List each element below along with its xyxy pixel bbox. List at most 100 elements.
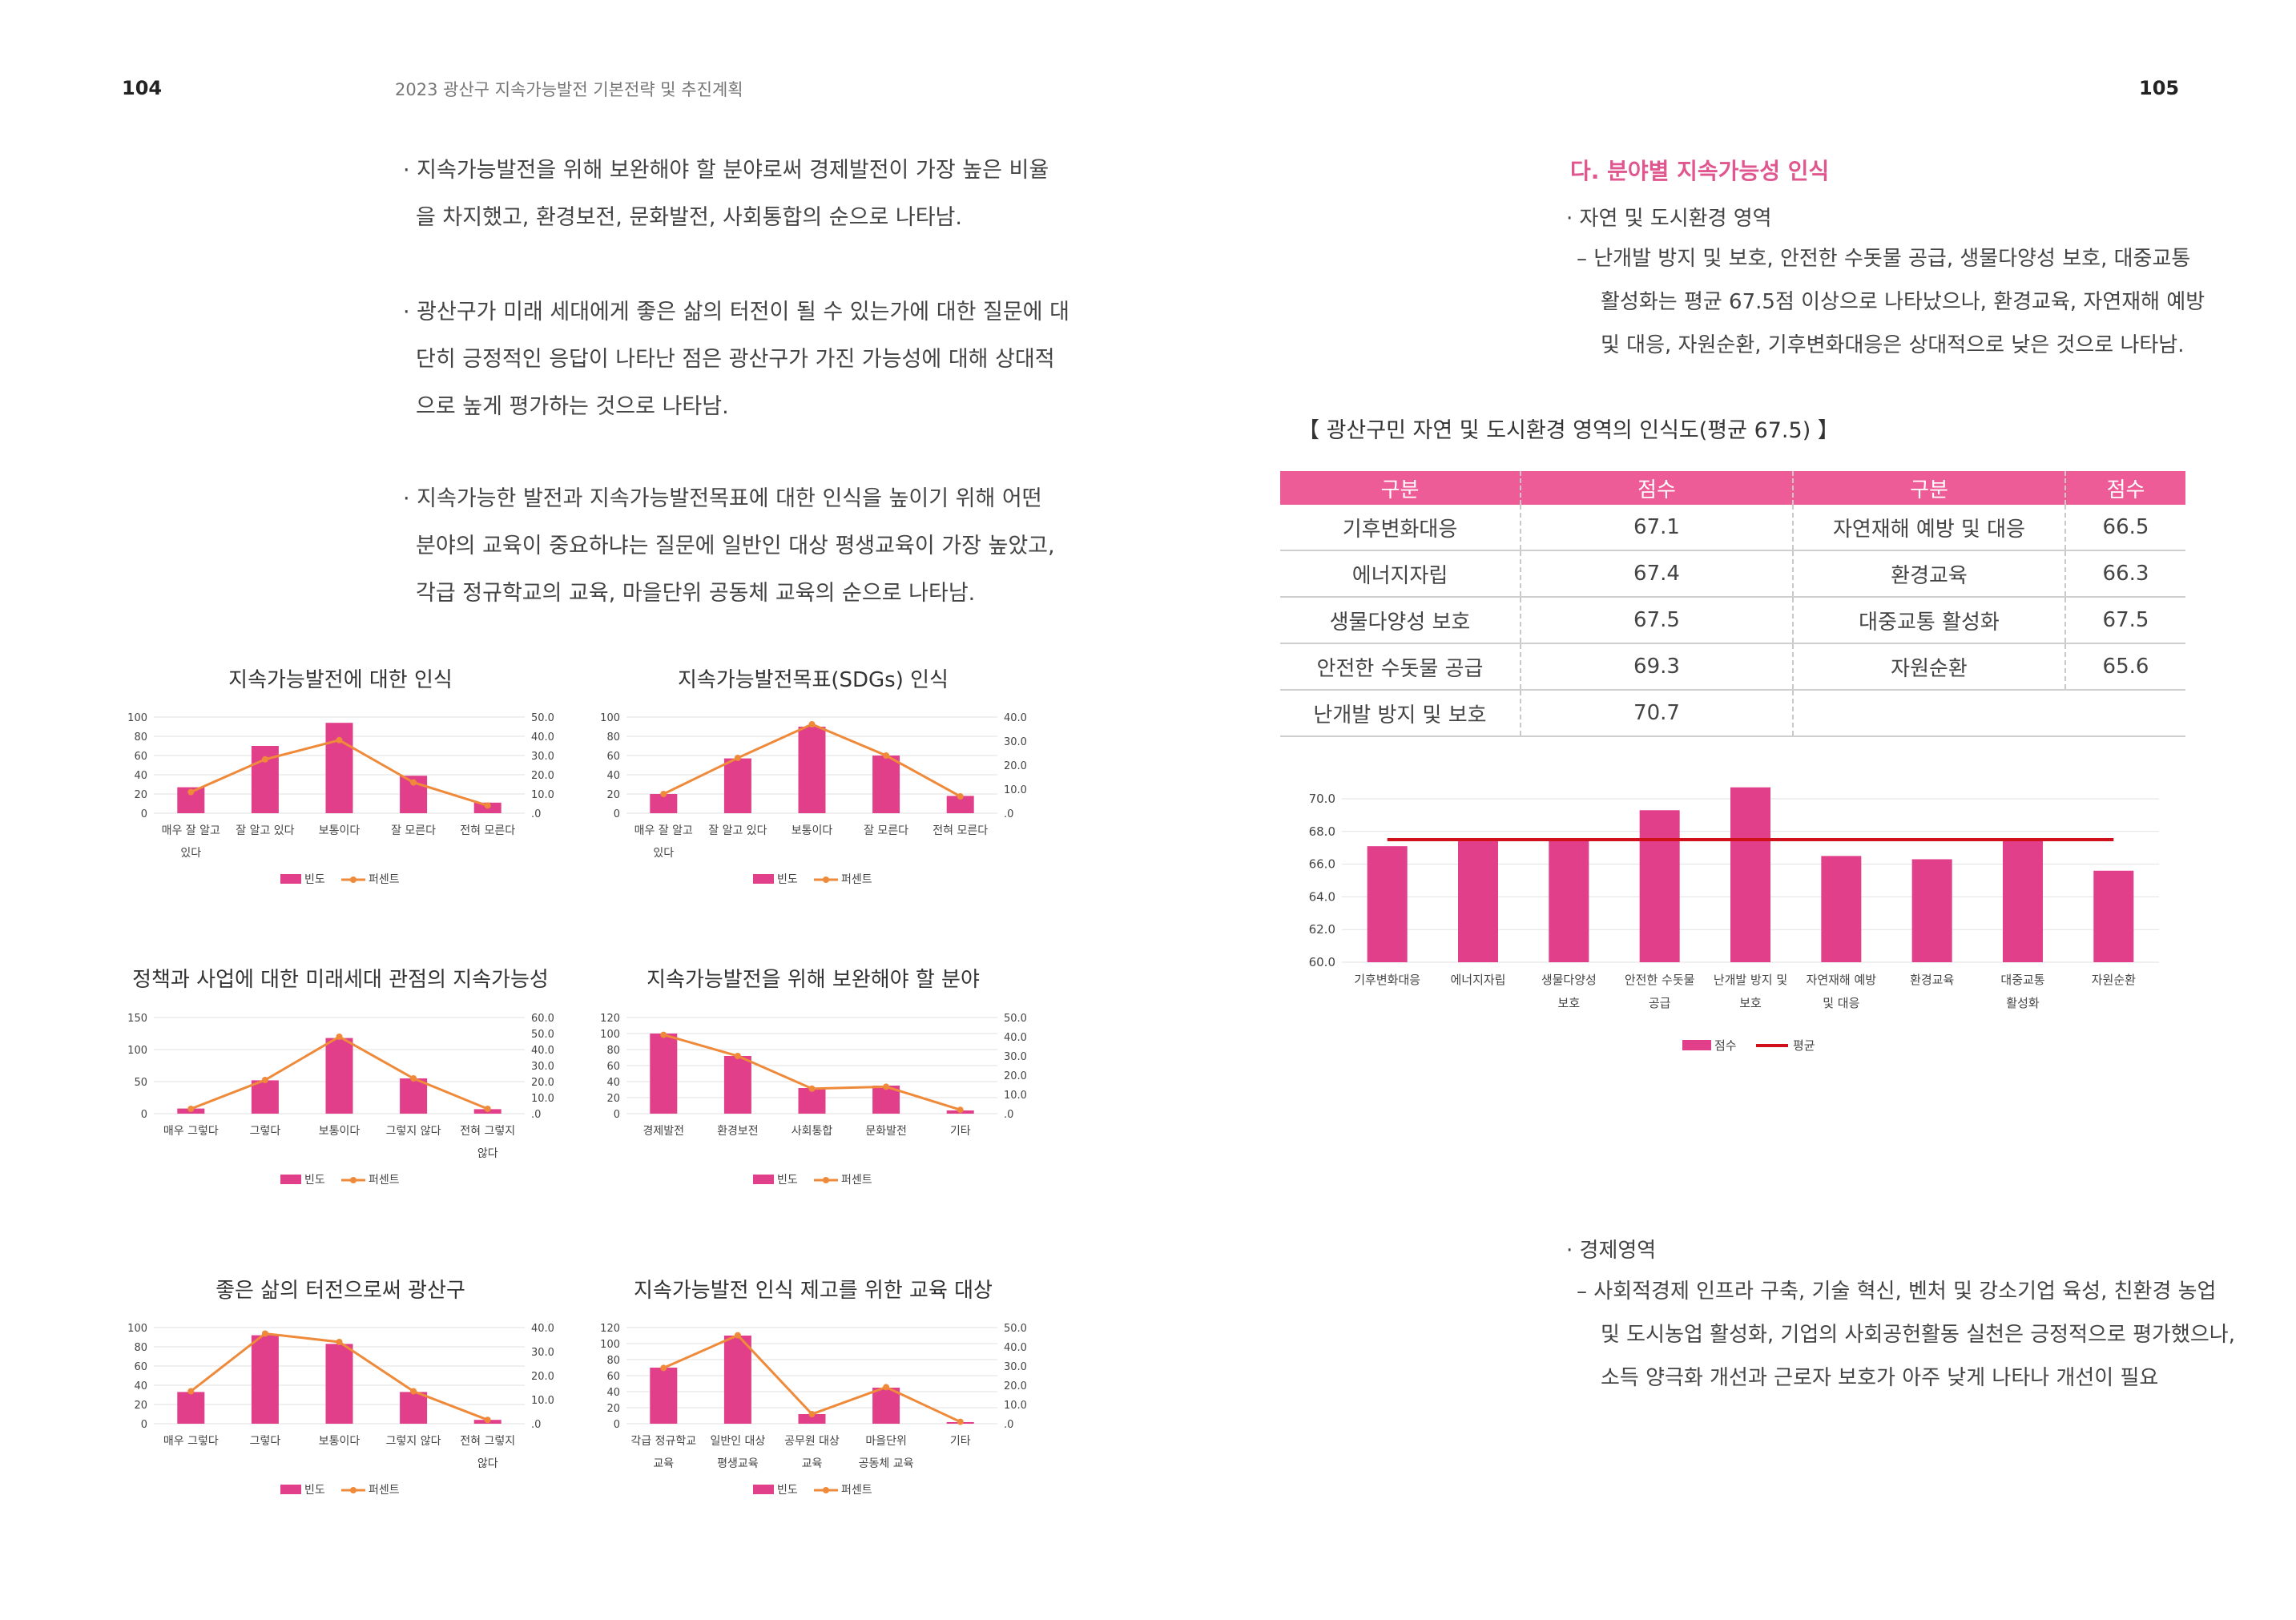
- table-cell: 67.5: [2064, 597, 2185, 644]
- table-cell: 에너지자립: [1280, 550, 1521, 598]
- bar: [798, 1088, 826, 1114]
- bar: [723, 1056, 751, 1114]
- bar: [872, 756, 900, 813]
- bar: [400, 1078, 428, 1114]
- line-point: [484, 1416, 491, 1424]
- right-page-number: 105: [2139, 77, 2180, 99]
- table-cell: 자원순환: [1792, 643, 2065, 691]
- y-right-tick-label: 50.0: [531, 712, 554, 724]
- y-left-tick-label: 100: [127, 1045, 147, 1057]
- line-point: [484, 1106, 491, 1112]
- table-cell: [1792, 690, 2065, 737]
- x-tick-label: 교육: [653, 1457, 674, 1470]
- x-tick-label: 일반인 대상: [710, 1435, 765, 1448]
- legend-label: 점수: [1714, 1038, 1737, 1053]
- x-tick-label: 경제발전: [643, 1125, 685, 1138]
- table-row: 안전한 수돗물 공급 69.3 자원순환 65.6: [1280, 643, 2185, 691]
- y-left-tick-label: 40: [606, 1387, 620, 1399]
- x-tick-label: 보통이다: [319, 1125, 361, 1138]
- x-tick-label: 않다: [477, 1457, 498, 1470]
- line-point: [484, 802, 491, 809]
- y-right-tick-label: 30.0: [1004, 1051, 1027, 1063]
- y-right-tick-label: 20.0: [531, 1077, 554, 1089]
- line-point: [734, 755, 741, 761]
- x-tick-label: 난개발 방지 및: [1714, 973, 1787, 987]
- table-cell: 환경교육: [1792, 550, 2065, 598]
- y-left-tick-label: 20: [606, 1403, 620, 1415]
- x-tick-label: 그렇지 않다: [386, 1125, 441, 1138]
- legend-marker: [350, 876, 356, 883]
- bar: [1821, 856, 1862, 962]
- x-tick-label: 매우 그렇다: [163, 1125, 219, 1138]
- section-title: 다. 분야별 지속가능성 인식: [1570, 158, 1830, 184]
- line-point: [261, 1330, 268, 1337]
- table-cell: 67.4: [1520, 550, 1793, 598]
- bar: [400, 1392, 428, 1424]
- chart-title: 지속가능발전에 대한 인식: [228, 668, 453, 692]
- x-tick-label: 보통이다: [792, 824, 833, 837]
- chart-title: 지속가능발전을 위해 보완해야 할 분야: [647, 968, 980, 992]
- paragraph-3: · 지속가능한 발전과 지속가능발전목표에 대한 인식을 높이기 위해 어떤 분…: [403, 475, 1055, 617]
- chart-environment-scores: 60.0 62.0 64.0 66.0 68.0 70.0 기후변화대응 에너지자립 생물다양성…: [1309, 787, 2159, 1053]
- y-right-tick-label: 30.0: [531, 751, 554, 763]
- bar: [946, 796, 974, 813]
- bar: [650, 794, 678, 813]
- table-cell: 난개발 방지 및 보호: [1280, 690, 1521, 737]
- y-left-tick-label: 0: [141, 1419, 147, 1431]
- x-tick-label: 사회통합: [792, 1125, 833, 1138]
- table-row: 생물다양성 보호 67.5 대중교통 활성화 67.5: [1280, 597, 2185, 644]
- x-tick-label: 잘 모른다: [391, 824, 436, 837]
- y-left-tick-label: 80: [606, 731, 620, 744]
- legend-marker: [823, 1177, 829, 1183]
- y-left-tick-label: 0: [141, 1109, 147, 1121]
- y-tick-label: 62.0: [1309, 922, 1335, 937]
- x-tick-label: 평생교육: [717, 1457, 759, 1470]
- chart-areas-to-improve: 0 20 40 60 80 100 120 .0 10.0 20.0 30.0 40.0 50.0 경제발…: [600, 1013, 1027, 1187]
- y-left-tick-label: 100: [600, 1029, 620, 1041]
- x-tick-label: 매우 잘 알고: [634, 824, 693, 837]
- x-tick-label: 활성화: [2006, 996, 2040, 1010]
- x-tick-label: 공무원 대상: [784, 1435, 840, 1448]
- chart-title: 지속가능발전목표(SDGs) 인식: [678, 668, 949, 692]
- chart-awareness-sd: 0 20 40 60 80 100 .0 10.0 20.0 30.0 40.0 50.0 매우 잘 알…: [127, 712, 554, 886]
- line-point: [660, 791, 667, 797]
- y-right-tick-label: 40.0: [531, 731, 554, 744]
- legend-label: 빈도: [304, 873, 325, 886]
- legend-marker: [823, 1487, 829, 1493]
- line-point: [261, 756, 268, 763]
- left-page-number: 104: [122, 77, 163, 99]
- bar: [325, 1038, 353, 1114]
- y-right-tick-label: .0: [531, 1419, 541, 1431]
- bar: [1639, 810, 1680, 962]
- y-left-tick-label: 40: [134, 1380, 147, 1392]
- y-right-tick-label: .0: [1004, 808, 1013, 820]
- line-point: [410, 1388, 417, 1395]
- bar: [1730, 787, 1770, 962]
- table-row: 에너지자립 67.4 환경교육 66.3: [1280, 550, 2185, 598]
- x-tick-label: 잘 알고 있다: [236, 824, 294, 837]
- x-tick-label: 기타: [950, 1125, 971, 1138]
- table-cell: 69.3: [1520, 643, 1793, 691]
- paragraph-line: 분야의 교육이 중요하냐는 질문에 일반인 대상 평생교육이 가장 높았고,: [416, 534, 1055, 558]
- x-tick-label: 그렇지 않다: [386, 1435, 441, 1448]
- line-point: [957, 1418, 964, 1425]
- legend-label: 퍼센트: [841, 1174, 872, 1187]
- description-line: 활성화는 평균 67.5점 이상으로 나타났으나, 환경교육, 자연재해 예방: [1601, 290, 2205, 314]
- x-tick-label: 있다: [653, 847, 674, 860]
- bar: [2093, 870, 2134, 962]
- x-tick-label: 공급: [1649, 996, 1671, 1010]
- y-right-tick-label: 10.0: [531, 1093, 554, 1105]
- x-tick-label: 않다: [477, 1147, 498, 1160]
- x-tick-label: 기후변화대응: [1354, 973, 1420, 987]
- x-tick-label: 잘 모른다: [864, 824, 908, 837]
- table-cell: 자연재해 예방 및 대응: [1792, 505, 2065, 551]
- table-cell: 66.3: [2064, 550, 2185, 598]
- y-right-tick-label: .0: [531, 808, 541, 820]
- econ-bullet: · 경제영역: [1566, 1239, 1657, 1263]
- y-right-tick-label: 40.0: [531, 1045, 554, 1057]
- bar: [723, 758, 751, 813]
- legend-label: 퍼센트: [369, 1174, 400, 1187]
- chart-education-target: 0 20 40 60 80 100 120 .0 10.0 20.0 30.0 40.0 50.0 각급 …: [600, 1323, 1027, 1497]
- y-right-tick-label: 50.0: [1004, 1323, 1027, 1335]
- paragraph-line: 을 차지했고, 환경보전, 문화발전, 사회통합의 순으로 나타남.: [416, 205, 962, 230]
